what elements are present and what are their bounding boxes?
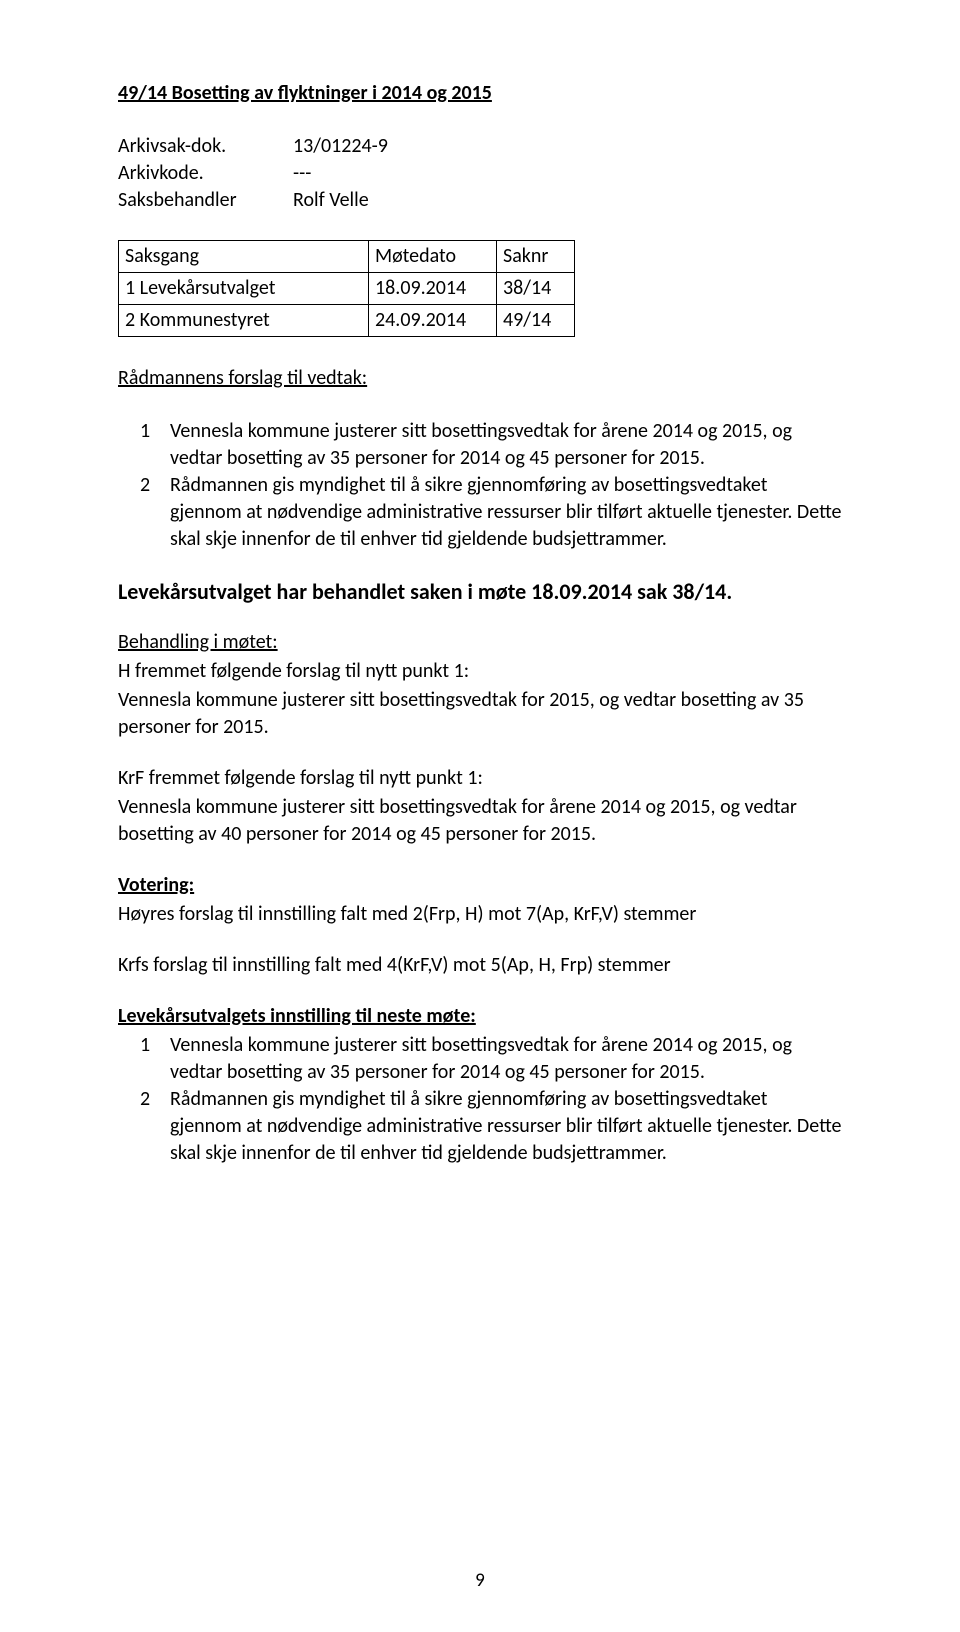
- behandlet-heading: Levekårsutvalget har behandlet saken i m…: [118, 577, 842, 607]
- paragraph: H fremmet følgende forslag til nytt punk…: [118, 658, 842, 685]
- table-cell: 18.09.2014: [369, 273, 497, 305]
- meta-value: Rolf Velle: [293, 187, 369, 214]
- forslag-heading: Rådmannens forslag til vedtak:: [118, 365, 842, 392]
- list-number: 1: [118, 1032, 170, 1086]
- list-item: 1 Vennesla kommune justerer sitt bosetti…: [118, 1032, 842, 1086]
- meta-value: ---: [293, 160, 311, 187]
- table-row: 2 Kommunestyret 24.09.2014 49/14: [119, 305, 575, 337]
- list-text: Rådmannen gis myndighet til å sikre gjen…: [170, 472, 842, 553]
- paragraph: Krfs forslag til innstilling falt med 4(…: [118, 952, 842, 979]
- list-number: 1: [118, 418, 170, 472]
- meta-block: Arkivsak-dok. 13/01224-9 Arkivkode. --- …: [118, 133, 842, 214]
- table-cell: 2 Kommunestyret: [119, 305, 369, 337]
- list-number: 2: [118, 472, 170, 553]
- table-row: 1 Levekårsutvalget 18.09.2014 38/14: [119, 273, 575, 305]
- table-cell: 38/14: [497, 273, 575, 305]
- meta-label: Arkivkode.: [118, 160, 293, 187]
- list-text: Vennesla kommune justerer sitt bosetting…: [170, 1032, 842, 1086]
- innstilling-heading: Levekårsutvalgets innstilling til neste …: [118, 1003, 842, 1030]
- paragraph: Vennesla kommune justerer sitt bosetting…: [118, 687, 842, 741]
- document-title: 49/14 Bosetting av flyktninger i 2014 og…: [118, 80, 842, 107]
- meta-label: Saksbehandler: [118, 187, 293, 214]
- list-text: Vennesla kommune justerer sitt bosetting…: [170, 418, 842, 472]
- meta-row: Arkivkode. ---: [118, 160, 842, 187]
- meta-label: Arkivsak-dok.: [118, 133, 293, 160]
- list-text: Rådmannen gis myndighet til å sikre gjen…: [170, 1086, 842, 1167]
- votering-heading: Votering:: [118, 872, 842, 899]
- forslag-list: 1 Vennesla kommune justerer sitt bosetti…: [118, 418, 842, 553]
- list-item: 2 Rådmannen gis myndighet til å sikre gj…: [118, 1086, 842, 1167]
- table-header-row: Saksgang Møtedato Saknr: [119, 241, 575, 273]
- innstilling-list: 1 Vennesla kommune justerer sitt bosetti…: [118, 1032, 842, 1167]
- meta-row: Saksbehandler Rolf Velle: [118, 187, 842, 214]
- meta-row: Arkivsak-dok. 13/01224-9: [118, 133, 842, 160]
- paragraph: KrF fremmet følgende forslag til nytt pu…: [118, 765, 842, 792]
- paragraph: Vennesla kommune justerer sitt bosetting…: [118, 794, 842, 848]
- table-cell: 49/14: [497, 305, 575, 337]
- page-number: 9: [0, 1568, 960, 1594]
- paragraph: Høyres forslag til innstilling falt med …: [118, 901, 842, 928]
- meta-value: 13/01224-9: [293, 133, 388, 160]
- table-header: Saknr: [497, 241, 575, 273]
- table-header: Møtedato: [369, 241, 497, 273]
- list-number: 2: [118, 1086, 170, 1167]
- table-header: Saksgang: [119, 241, 369, 273]
- list-item: 2 Rådmannen gis myndighet til å sikre gj…: [118, 472, 842, 553]
- table-cell: 1 Levekårsutvalget: [119, 273, 369, 305]
- table-cell: 24.09.2014: [369, 305, 497, 337]
- behandling-heading: Behandling i møtet:: [118, 629, 842, 656]
- saksgang-table: Saksgang Møtedato Saknr 1 Levekårsutvalg…: [118, 240, 575, 337]
- list-item: 1 Vennesla kommune justerer sitt bosetti…: [118, 418, 842, 472]
